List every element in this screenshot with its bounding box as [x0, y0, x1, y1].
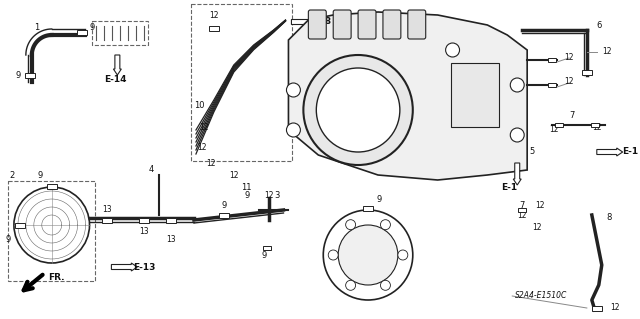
Circle shape: [346, 280, 356, 290]
Circle shape: [323, 210, 413, 300]
Text: 11: 11: [241, 183, 252, 192]
Bar: [209, 26, 219, 31]
FancyBboxPatch shape: [92, 21, 148, 45]
Text: E-13: E-13: [133, 263, 156, 271]
Text: 12: 12: [209, 11, 219, 20]
Circle shape: [510, 78, 524, 92]
FancyBboxPatch shape: [333, 10, 351, 39]
FancyBboxPatch shape: [358, 10, 376, 39]
Bar: [77, 30, 86, 35]
FancyBboxPatch shape: [451, 63, 499, 127]
Circle shape: [380, 220, 390, 230]
Bar: [518, 208, 526, 212]
Text: 9: 9: [5, 235, 11, 244]
Text: 9: 9: [37, 170, 42, 180]
Text: 13: 13: [140, 227, 149, 236]
Text: S2A4-E1510C: S2A4-E1510C: [515, 292, 568, 300]
Text: 2: 2: [10, 170, 15, 180]
Text: 12: 12: [206, 159, 216, 167]
Text: 8: 8: [606, 213, 611, 222]
Text: 9: 9: [90, 24, 95, 33]
Text: 5: 5: [529, 147, 535, 157]
Bar: [582, 70, 592, 75]
FancyBboxPatch shape: [408, 10, 426, 39]
Circle shape: [287, 123, 300, 137]
Bar: [548, 58, 556, 62]
Circle shape: [346, 220, 356, 230]
FancyArrow shape: [291, 18, 319, 26]
Bar: [25, 73, 35, 78]
Text: 12: 12: [229, 170, 239, 180]
Text: 12: 12: [264, 190, 273, 199]
Text: 4: 4: [148, 166, 154, 174]
Text: 9: 9: [15, 70, 20, 79]
Text: 6: 6: [596, 20, 602, 29]
Text: 3: 3: [274, 191, 279, 201]
Circle shape: [287, 83, 300, 97]
Text: 13: 13: [102, 205, 112, 214]
FancyBboxPatch shape: [308, 10, 326, 39]
Circle shape: [445, 43, 460, 57]
Text: 12: 12: [610, 303, 620, 313]
Text: E-8: E-8: [316, 18, 332, 26]
Circle shape: [303, 55, 413, 165]
Text: E-1: E-1: [623, 147, 639, 157]
Text: E-14: E-14: [104, 76, 127, 85]
Text: 12: 12: [564, 53, 573, 62]
Circle shape: [380, 280, 390, 290]
Polygon shape: [289, 12, 527, 180]
Text: 12: 12: [592, 123, 602, 132]
FancyArrow shape: [113, 55, 122, 75]
FancyArrow shape: [513, 163, 521, 185]
Bar: [102, 218, 113, 223]
Text: 12: 12: [564, 78, 573, 86]
Circle shape: [14, 187, 90, 263]
FancyArrow shape: [111, 263, 137, 271]
Text: 7: 7: [569, 110, 575, 120]
Bar: [591, 123, 599, 127]
Text: 12: 12: [549, 125, 559, 135]
Text: 1: 1: [34, 23, 40, 32]
Text: 12: 12: [518, 211, 527, 219]
Text: 12: 12: [535, 201, 545, 210]
Text: 12: 12: [602, 48, 611, 56]
FancyArrow shape: [597, 148, 623, 156]
Circle shape: [398, 250, 408, 260]
Bar: [592, 306, 602, 311]
Text: 9: 9: [262, 250, 268, 259]
Text: 9: 9: [221, 201, 227, 210]
Text: 9: 9: [376, 196, 381, 204]
Text: 9: 9: [244, 191, 250, 201]
Bar: [140, 218, 149, 223]
Text: 13: 13: [166, 235, 176, 244]
Circle shape: [338, 225, 398, 285]
Circle shape: [510, 128, 524, 142]
Text: 10: 10: [194, 100, 204, 109]
Text: 12: 12: [199, 123, 209, 132]
Bar: [219, 213, 228, 218]
Bar: [363, 206, 373, 211]
FancyBboxPatch shape: [383, 10, 401, 39]
Bar: [262, 246, 271, 250]
Bar: [166, 218, 176, 223]
Text: 12: 12: [197, 144, 207, 152]
Bar: [15, 223, 25, 228]
Bar: [47, 184, 57, 189]
Text: 7: 7: [520, 201, 525, 210]
Circle shape: [328, 250, 338, 260]
Text: FR.: FR.: [49, 273, 65, 283]
Circle shape: [316, 68, 400, 152]
Bar: [548, 83, 556, 87]
Bar: [555, 123, 563, 127]
Text: 12: 12: [532, 224, 542, 233]
Text: E-1: E-1: [501, 183, 517, 192]
